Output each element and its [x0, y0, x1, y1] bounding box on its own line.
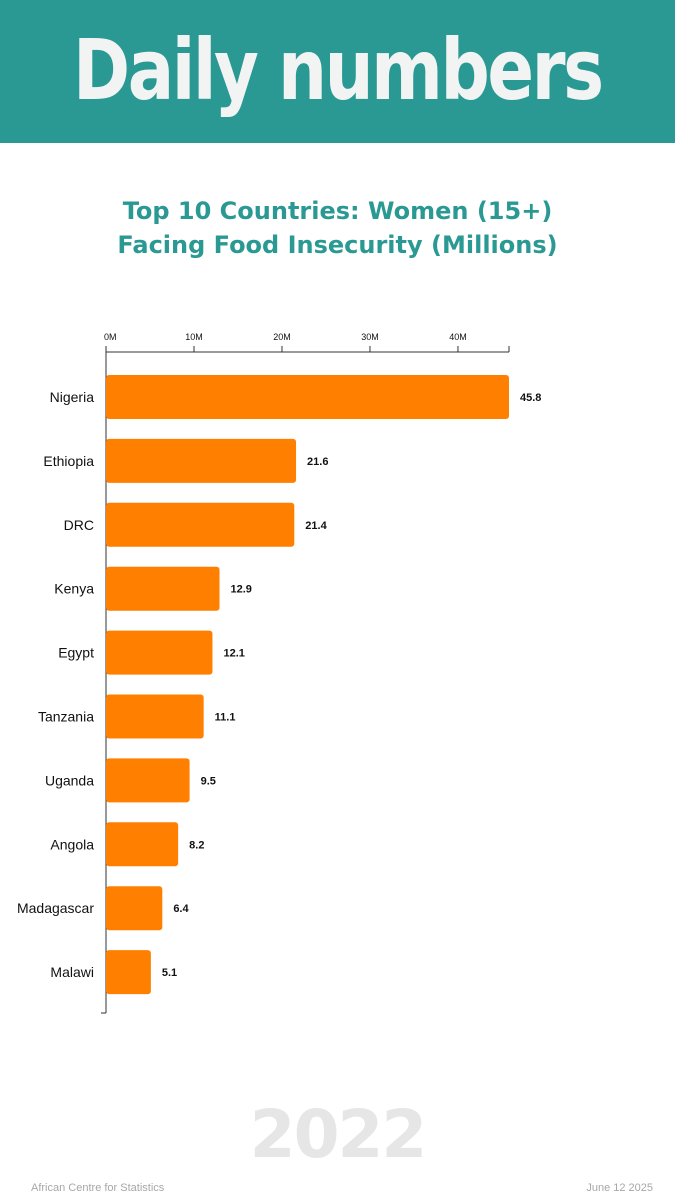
- category-label: Uganda: [45, 772, 94, 788]
- value-label: 8.2: [189, 839, 204, 851]
- value-label: 12.1: [223, 648, 244, 660]
- x-tick-label: 10M: [185, 332, 203, 342]
- bar: [106, 438, 297, 483]
- value-label: 6.4: [173, 903, 189, 915]
- x-tick-label: 0M: [104, 332, 117, 342]
- year-label: 2022: [249, 1096, 428, 1173]
- bar: [106, 950, 151, 995]
- x-tick-label: 40M: [449, 332, 467, 342]
- category-label: Tanzania: [38, 709, 94, 725]
- bar: [106, 502, 295, 547]
- category-label: DRC: [64, 517, 94, 533]
- x-tick-label: 20M: [273, 332, 291, 342]
- bar: [106, 694, 204, 739]
- bar: [106, 822, 179, 867]
- chart-title: Top 10 Countries: Women (15+) Facing Foo…: [0, 194, 675, 262]
- bar: [106, 566, 220, 611]
- value-label: 11.1: [215, 712, 236, 724]
- category-label: Nigeria: [50, 389, 95, 405]
- category-label: Egypt: [58, 645, 94, 661]
- header-title: Daily numbers: [73, 20, 604, 119]
- value-label: 9.5: [201, 775, 216, 787]
- bar: [106, 886, 163, 931]
- bar: [106, 758, 190, 803]
- chart-title-line-1: Top 10 Countries: Women (15+): [122, 197, 553, 225]
- chart-title-line-2: Facing Food Insecurity (Millions): [117, 231, 558, 259]
- value-label: 12.9: [231, 584, 252, 596]
- value-label: 5.1: [162, 967, 177, 979]
- value-label: 21.4: [305, 520, 327, 532]
- footer-source: African Centre for Statistics: [31, 1182, 165, 1194]
- category-label: Ethiopia: [43, 453, 94, 469]
- value-label: 45.8: [520, 392, 541, 404]
- category-label: Malawi: [50, 964, 94, 980]
- header-banner: Daily numbers: [0, 0, 675, 143]
- category-label: Madagascar: [17, 900, 94, 916]
- footer-date: June 12 2025: [586, 1182, 653, 1194]
- category-label: Kenya: [54, 581, 94, 597]
- bar: [106, 375, 509, 419]
- x-tick-label: 30M: [361, 332, 379, 342]
- category-label: Angola: [50, 836, 94, 852]
- value-label: 21.6: [307, 456, 328, 468]
- bar: [106, 630, 213, 675]
